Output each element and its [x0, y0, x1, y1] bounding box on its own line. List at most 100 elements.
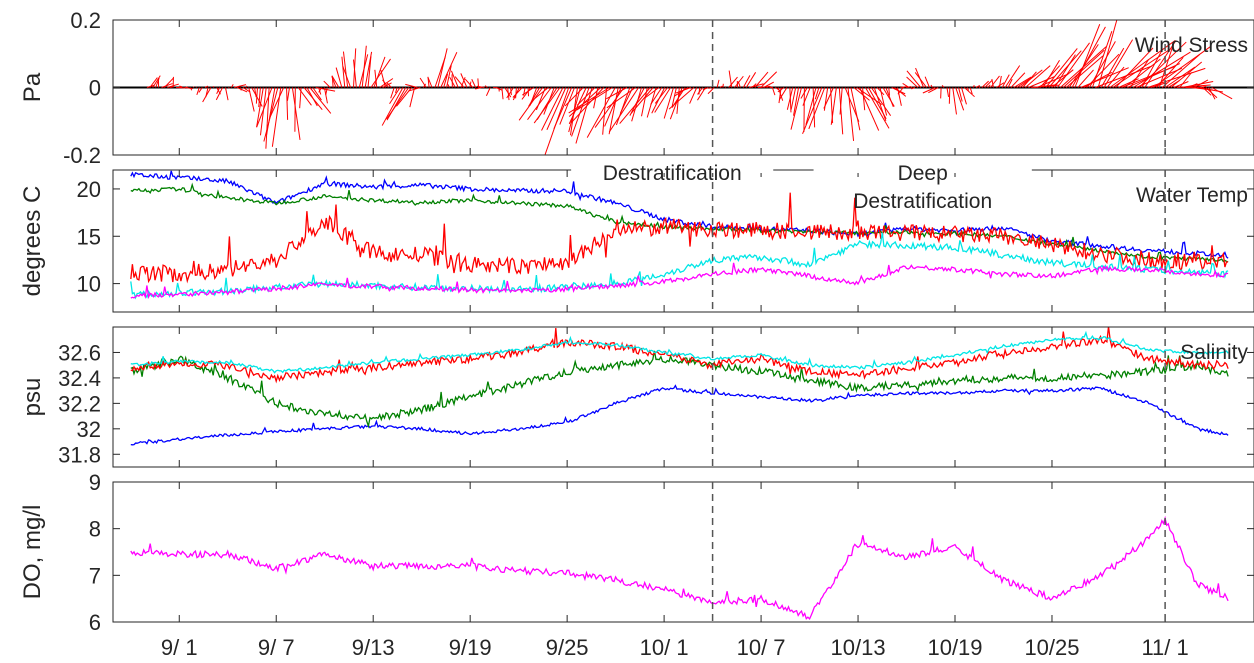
- x-tick-label: 10/25: [1024, 635, 1079, 660]
- wind-stick: [1115, 47, 1154, 88]
- wind-stick: [850, 87, 861, 131]
- y-tick-label: 7: [89, 563, 101, 588]
- wind-stick: [485, 87, 491, 97]
- wind-stick: [586, 87, 616, 138]
- wind-stick: [361, 45, 367, 88]
- wind-stick: [991, 78, 994, 88]
- wind-stick: [335, 67, 343, 88]
- wind-stick: [689, 87, 698, 104]
- wind-stick: [255, 87, 258, 104]
- wind-stick: [606, 87, 636, 109]
- wind-stick: [342, 65, 352, 88]
- wind-stick: [318, 87, 322, 93]
- wind-stick: [527, 87, 552, 120]
- wind-stick: [1048, 50, 1082, 88]
- wind-stick: [862, 87, 866, 111]
- wind-stick: [518, 87, 543, 121]
- wind-stick: [198, 87, 203, 93]
- y-axis-label: degrees C: [19, 186, 46, 297]
- wind-stick: [737, 81, 741, 88]
- wind-stick: [443, 73, 449, 88]
- wind-stick: [958, 87, 963, 102]
- wind-stick: [164, 77, 174, 88]
- wind-stick: [446, 65, 452, 88]
- wind-stick: [802, 87, 811, 106]
- wind-stick: [460, 77, 466, 88]
- wind-stick: [507, 87, 510, 101]
- wind-stick: [216, 87, 221, 95]
- wind-stick: [654, 87, 671, 113]
- wind-stick: [924, 76, 930, 88]
- wind-stick: [928, 87, 939, 94]
- wind-stick: [1208, 87, 1216, 100]
- wind-stick: [946, 87, 950, 97]
- wind-stick: [1071, 26, 1106, 88]
- wind-stick: [236, 87, 248, 93]
- wind-stick: [910, 86, 913, 88]
- wind-stick: [716, 79, 720, 88]
- wind-stick: [389, 87, 401, 105]
- wind-stick: [464, 78, 474, 88]
- wind-stick: [248, 87, 255, 112]
- wind-stick: [602, 87, 608, 135]
- wind-stick: [800, 87, 808, 99]
- wind-stick: [256, 87, 273, 128]
- y-tick-label: 8: [89, 517, 101, 542]
- wind-stick: [897, 87, 904, 95]
- y-tick-label: 6: [89, 610, 101, 635]
- wind-stick: [966, 87, 970, 91]
- wind-stick: [185, 86, 188, 88]
- wind-stick: [1211, 87, 1233, 100]
- y-tick-label: 32: [77, 417, 101, 442]
- wind-stick: [853, 87, 870, 101]
- wind-stick: [870, 87, 892, 116]
- wind-stick: [1176, 84, 1211, 88]
- wind-stick: [955, 87, 965, 111]
- wind-stick: [675, 87, 692, 94]
- wind-stick: [1013, 76, 1032, 88]
- wind-stick: [766, 85, 770, 88]
- wind-stick: [196, 87, 200, 96]
- plot-marks: [130, 515, 1229, 621]
- wind-stick: [969, 87, 973, 95]
- wind-stick: [604, 87, 622, 127]
- wind-stick: [805, 87, 817, 125]
- wind-stick: [663, 87, 674, 119]
- series-line-1: [130, 384, 1229, 446]
- wind-stick: [1016, 77, 1032, 88]
- wind-stick: [998, 75, 1002, 88]
- plot-area: [113, 327, 1254, 467]
- wind-stick: [527, 87, 530, 97]
- y-tick-label: 31.8: [58, 442, 101, 467]
- x-tick-label: 10/ 7: [737, 635, 786, 660]
- wind-stick: [960, 87, 967, 105]
- panel-title: Wind Stress: [1135, 34, 1248, 57]
- y-tick-label: -0.2: [63, 143, 101, 168]
- wind-stick: [984, 80, 993, 88]
- wind-stick: [449, 76, 456, 88]
- x-tick-label: 10/19: [927, 635, 982, 660]
- wind-stick: [405, 83, 418, 88]
- phase-annotation-label: Destratification: [853, 190, 992, 213]
- wind-stick: [1129, 59, 1150, 88]
- wind-stick: [802, 87, 823, 134]
- wind-stick: [1001, 74, 1010, 88]
- wind-stick: [460, 73, 468, 88]
- wind-stick: [885, 87, 894, 107]
- wind-stick: [948, 87, 951, 104]
- wind-stick: [1106, 66, 1125, 88]
- wind-stick: [629, 87, 645, 116]
- wind-stick: [1091, 31, 1113, 88]
- wind-stick: [309, 87, 332, 114]
- wind-stick: [374, 69, 378, 88]
- x-tick-label: 9/ 1: [161, 635, 198, 660]
- wind-stick: [1141, 49, 1163, 88]
- wind-stick: [484, 85, 488, 88]
- wind-stick: [1164, 66, 1196, 88]
- wind-stick: [152, 75, 161, 88]
- wind-stick: [922, 87, 936, 94]
- wind-stick: [619, 87, 634, 114]
- wind-stick: [212, 86, 215, 88]
- wind-stick: [760, 71, 778, 88]
